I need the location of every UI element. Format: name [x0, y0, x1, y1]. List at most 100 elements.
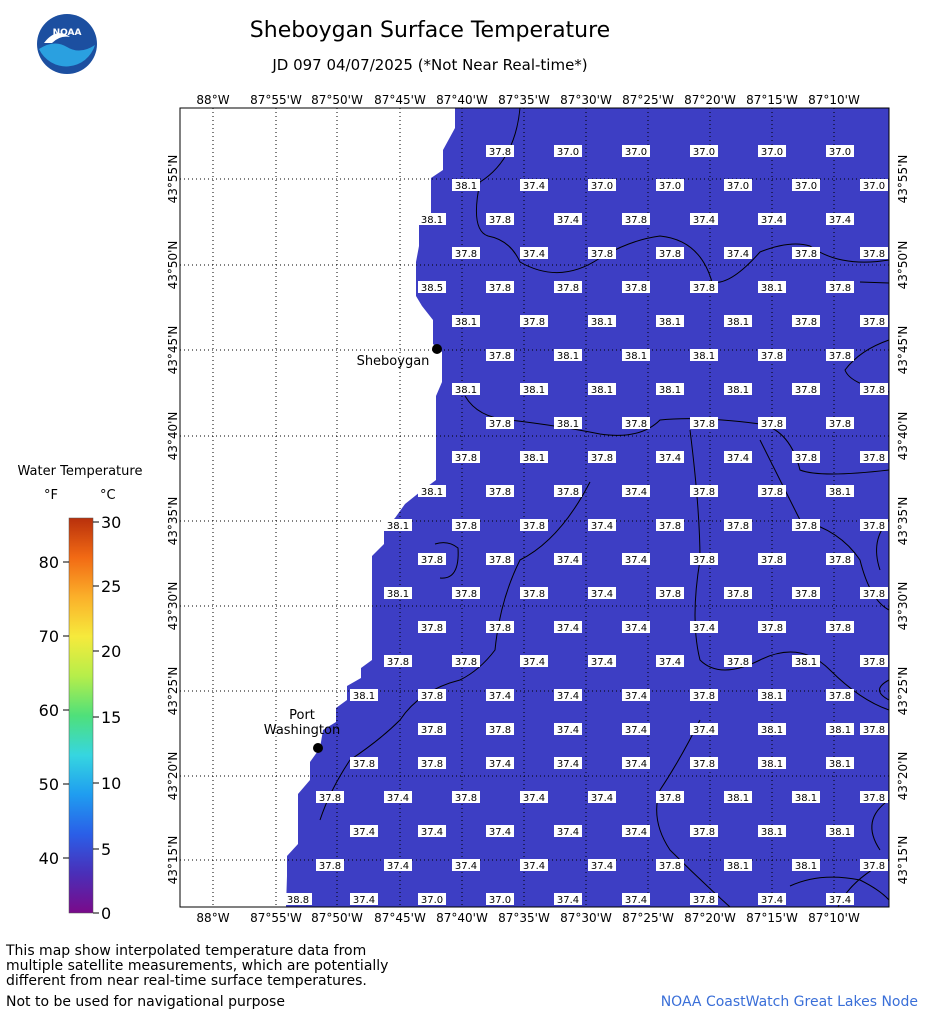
temperature-reading: 37.8 — [826, 621, 854, 634]
temperature-reading: 37.8 — [520, 519, 548, 532]
temperature-reading: 37.8 — [418, 553, 446, 566]
temperature-value: 37.4 — [625, 827, 647, 838]
temperature-reading: 37.8 — [622, 417, 650, 430]
temperature-value: 38.1 — [455, 385, 477, 396]
temperature-value: 37.0 — [421, 895, 443, 906]
temperature-value: 37.4 — [523, 249, 545, 260]
temperature-reading: 38.1 — [452, 383, 480, 396]
temperature-reading: 37.4 — [554, 689, 582, 702]
temperature-reading: 37.0 — [622, 145, 650, 158]
longitude-label-bottom: 88°W — [196, 911, 229, 925]
temperature-reading: 37.8 — [792, 383, 820, 396]
temperature-value: 37.0 — [795, 181, 817, 192]
temperature-reading: 38.1 — [350, 689, 378, 702]
latitude-label-left: 43°50'N — [166, 241, 180, 290]
temperature-reading: 37.8 — [452, 451, 480, 464]
temperature-reading: 37.4 — [690, 213, 718, 226]
temperature-reading: 38.1 — [588, 383, 616, 396]
temperature-reading: 37.8 — [724, 655, 752, 668]
temperature-value: 37.4 — [727, 453, 749, 464]
temperature-value: 38.1 — [421, 487, 443, 498]
temperature-value: 38.1 — [727, 385, 749, 396]
temperature-reading: 37.4 — [554, 723, 582, 736]
temperature-value: 37.8 — [727, 589, 749, 600]
temperature-value: 37.4 — [557, 895, 579, 906]
temperature-reading: 38.1 — [520, 383, 548, 396]
temperature-reading: 37.8 — [588, 247, 616, 260]
temperature-value: 37.4 — [557, 759, 579, 770]
map-frame — [179, 107, 890, 908]
temperature-reading: 37.4 — [622, 757, 650, 770]
temperature-value: 38.1 — [557, 351, 579, 362]
temperature-value: 37.4 — [625, 623, 647, 634]
legend-unit-celsius: °C — [100, 488, 116, 503]
city-label: Washington — [264, 723, 340, 738]
temperature-reading: 37.4 — [724, 451, 752, 464]
temperature-value: 37.8 — [693, 419, 715, 430]
temperature-value: 37.0 — [625, 147, 647, 158]
temperature-value: 37.4 — [591, 589, 613, 600]
temperature-reading: 38.1 — [384, 519, 412, 532]
temperature-reading: 37.4 — [452, 859, 480, 872]
legend-fahrenheit-tick: 40 — [39, 849, 59, 868]
temperature-value: 37.0 — [829, 147, 851, 158]
latitude-label-right: 43°45'N — [896, 326, 910, 375]
temperature-reading: 37.8 — [860, 859, 888, 872]
temperature-value: 37.8 — [829, 351, 851, 362]
temperature-value: 38.1 — [353, 691, 375, 702]
temperature-reading: 37.4 — [520, 859, 548, 872]
temperature-reading: 37.4 — [350, 825, 378, 838]
isotherm-contour — [434, 542, 459, 579]
temperature-reading: 37.8 — [792, 451, 820, 464]
temperature-reading: 37.8 — [860, 315, 888, 328]
temperature-value: 37.8 — [761, 487, 783, 498]
temperature-reading: 38.1 — [792, 791, 820, 804]
temperature-value: 37.4 — [693, 215, 715, 226]
longitude-label-top: 87°55'W — [250, 93, 302, 107]
temperature-value: 37.8 — [557, 283, 579, 294]
temperature-reading: 37.8 — [860, 791, 888, 804]
temperature-value: 38.1 — [727, 861, 749, 872]
temperature-value: 37.4 — [489, 827, 511, 838]
legend-celsius-tick: 30 — [101, 513, 121, 532]
temperature-value: 37.8 — [693, 555, 715, 566]
temperature-reading: 37.8 — [758, 621, 786, 634]
temperature-reading: 37.8 — [452, 791, 480, 804]
temperature-reading: 37.8 — [520, 587, 548, 600]
temperature-reading: 37.8 — [384, 655, 412, 668]
temperature-reading: 37.4 — [486, 825, 514, 838]
longitude-label-bottom: 87°25'W — [622, 911, 674, 925]
temperature-reading: 37.8 — [860, 723, 888, 736]
temperature-value: 37.8 — [523, 589, 545, 600]
temperature-reading: 37.0 — [486, 893, 514, 906]
temperature-value: 37.8 — [557, 487, 579, 498]
longitude-label-top: 88°W — [196, 93, 229, 107]
temperature-reading: 37.8 — [418, 757, 446, 770]
temperature-reading: 37.8 — [486, 417, 514, 430]
isotherm-contour — [656, 719, 731, 908]
temperature-value: 37.8 — [659, 861, 681, 872]
temperature-reading: 37.8 — [622, 213, 650, 226]
city-marker-sheboygan: Sheboygan — [357, 344, 442, 369]
temperature-reading: 37.8 — [860, 587, 888, 600]
latitude-label-left: 43°20'N — [166, 752, 180, 801]
temperature-value: 37.8 — [489, 283, 511, 294]
temperature-reading: 37.4 — [622, 553, 650, 566]
temperature-reading: 38.1 — [554, 417, 582, 430]
longitude-label-top: 87°50'W — [311, 93, 363, 107]
city-label: Sheboygan — [357, 354, 430, 369]
temperature-reading: 37.8 — [690, 825, 718, 838]
temperature-value: 37.0 — [761, 147, 783, 158]
temperature-value: 37.8 — [795, 521, 817, 532]
longitude-label-top: 87°40'W — [436, 93, 488, 107]
longitude-label-bottom: 87°50'W — [311, 911, 363, 925]
temperature-value: 37.0 — [727, 181, 749, 192]
temperature-reading: 37.8 — [350, 757, 378, 770]
temperature-value: 37.8 — [829, 419, 851, 430]
temperature-reading: 37.8 — [656, 519, 684, 532]
temperature-reading: 37.8 — [792, 519, 820, 532]
temperature-value: 37.8 — [761, 623, 783, 634]
temperature-value: 38.1 — [659, 317, 681, 328]
temperature-value: 38.1 — [761, 827, 783, 838]
